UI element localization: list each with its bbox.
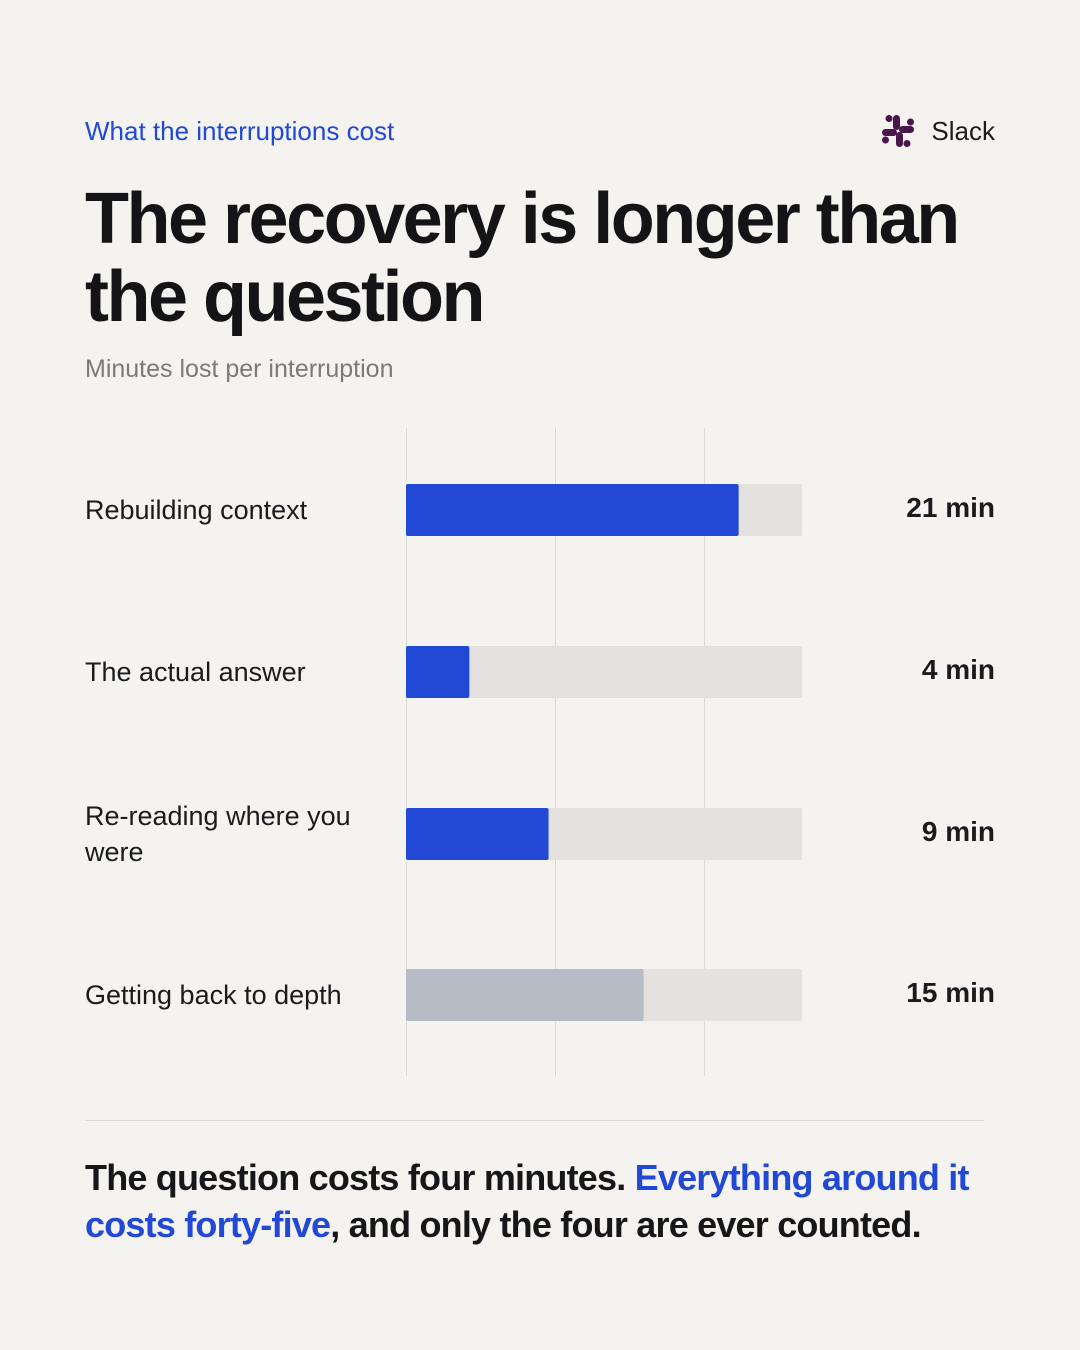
value-label: 15 min [906,977,995,1008]
slack-logo-icon [882,115,915,147]
takeaway-tail: , and only the four are ever counted. [330,1204,921,1245]
category-label: Getting back to depth [85,980,342,1010]
bar [406,646,470,698]
bar [406,808,549,860]
category-label: Rebuilding context [85,495,308,525]
value-label: 9 min [921,816,995,847]
chart-subtitle: Minutes lost per interruption [85,355,394,383]
brand-name: Slack [931,116,995,146]
eyebrow-label: What the interruptions cost [85,116,395,146]
takeaway-highlight: Everything around it costs forty-five [85,1157,970,1245]
bar [406,484,739,536]
takeaway-text: The question costs four minutes. Everyth… [85,1154,995,1248]
value-label: 4 min [921,654,995,685]
bar-chart-plot [406,428,802,1076]
bar [406,969,644,1021]
brand: Slack [879,112,995,150]
bar-chart: Rebuilding context 21 min The actual answe… [85,428,995,1076]
takeaway-lead: The question costs four minutes. [85,1157,635,1198]
divider [85,1120,984,1121]
category-label: The actual answer [85,657,306,687]
value-label: 21 min [906,492,995,523]
headline: The recovery is longer than the question [85,179,960,337]
category-label: Re-reading where you were [85,801,351,867]
bar-track [406,646,802,698]
